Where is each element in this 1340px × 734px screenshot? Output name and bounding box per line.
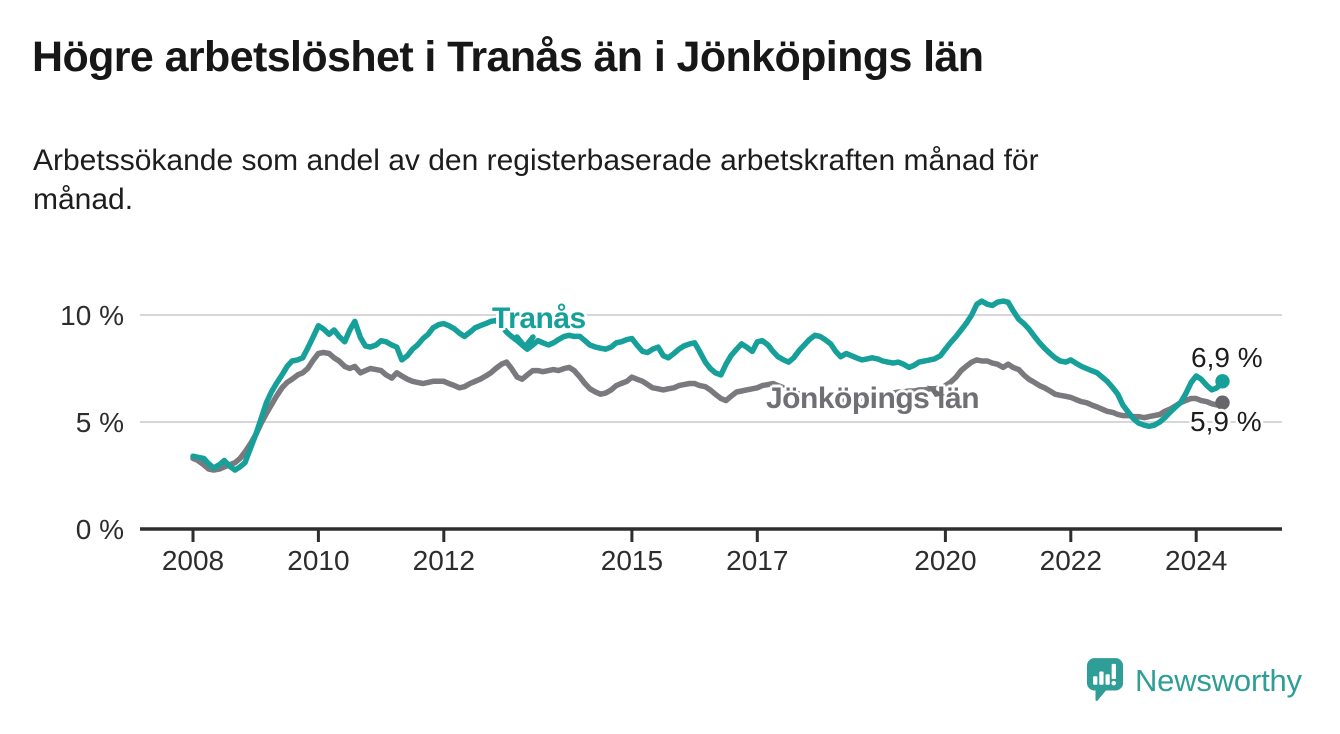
- series-end-dot-jonkopings-lan: [1215, 395, 1230, 410]
- x-tick-label: 2010: [287, 545, 349, 576]
- series-line-jonkopings-lan: [190, 349, 1226, 473]
- chart-subtitle: Arbetssökande som andel av den registerb…: [33, 141, 1039, 219]
- end-value-tranas: 6,9 %: [1191, 342, 1263, 373]
- logo-bar-chart-icon: [1093, 663, 1117, 686]
- series-label-jonkopings-lan: Jönköpings län: [766, 382, 980, 415]
- x-tick-label: 2022: [1040, 545, 1102, 576]
- series-end-dot-tranas: [1215, 374, 1230, 389]
- logo-bubble-shape: [1086, 658, 1124, 702]
- newsworthy-logo: Newsworthy: [1086, 656, 1302, 704]
- x-tick-label: 2008: [162, 545, 224, 576]
- series-line-tranas: [190, 298, 1226, 473]
- chevron-down-icon: [514, 334, 536, 350]
- arrowhead-up-icon: [927, 385, 945, 397]
- x-tick-label: 2020: [914, 545, 976, 576]
- page-title: Högre arbetslöshet i Tranås än i Jönköpi…: [32, 33, 984, 81]
- newsworthy-logo-icon: [1086, 658, 1124, 702]
- subtitle-line-2: månad.: [33, 183, 134, 216]
- subtitle-line-1: Arbetssökande som andel av den registerb…: [33, 144, 1039, 177]
- newsworthy-wordmark: Newsworthy: [1135, 663, 1302, 698]
- end-value-jonkopings-lan: 5,9 %: [1190, 406, 1262, 437]
- series-label-tranas: Tranås: [492, 302, 586, 335]
- y-tick-label: 0 %: [76, 514, 124, 545]
- x-tick-label: 2015: [601, 545, 663, 576]
- y-tick-label: 5 %: [76, 407, 124, 438]
- x-tick-label: 2024: [1165, 545, 1227, 576]
- y-tick-label: 10 %: [60, 300, 124, 331]
- x-tick-label: 2017: [726, 545, 788, 576]
- x-tick-label: 2012: [413, 545, 475, 576]
